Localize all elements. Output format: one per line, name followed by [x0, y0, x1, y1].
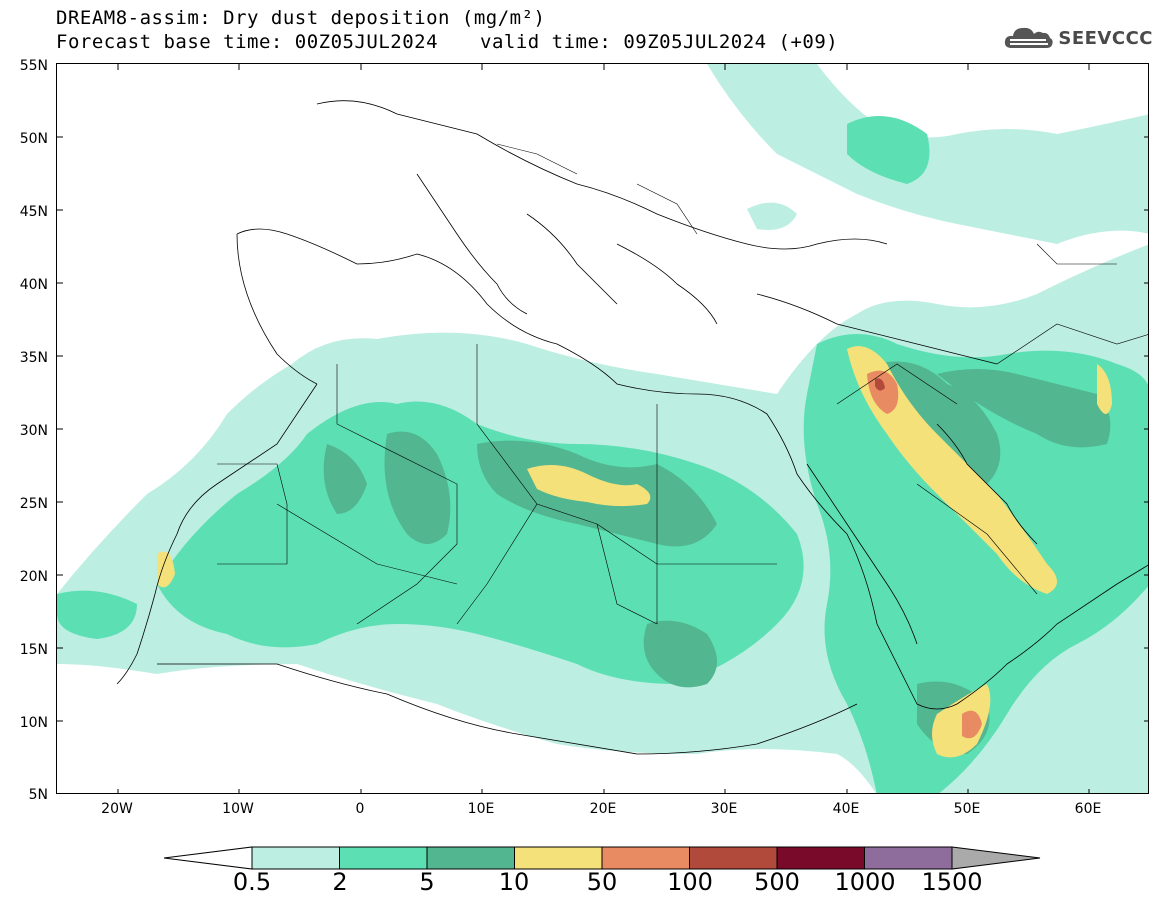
- dust-layer-100: [875, 378, 885, 391]
- lon-label: 60E: [1074, 801, 1102, 817]
- dust-layer-50: [867, 370, 982, 739]
- colorbar-swatch: [776, 846, 865, 870]
- colorbar-label: 10: [498, 868, 530, 896]
- colorbar-label: 500: [754, 868, 800, 896]
- map-svg: [57, 64, 1148, 793]
- lat-label: 35N: [19, 350, 48, 366]
- colorbar-swatches: [164, 846, 1041, 870]
- country-borders: [217, 143, 1148, 625]
- seevccc-logo: SEEVCCC: [1002, 22, 1153, 54]
- lon-label: 50E: [953, 801, 981, 817]
- colorbar-swatch: [251, 846, 340, 870]
- colorbar-label: 1500: [921, 868, 983, 896]
- lon-label: 20E: [589, 801, 617, 817]
- colorbar-swatch: [339, 846, 428, 870]
- lat-label: 25N: [19, 496, 48, 512]
- dust-layer-10: [157, 346, 1112, 758]
- lat-label: 50N: [19, 131, 48, 147]
- colorbar-swatch: [689, 846, 778, 870]
- lat-label: 30N: [19, 423, 48, 439]
- coastlines: [116, 100, 1148, 755]
- lat-label: 40N: [19, 277, 48, 293]
- map-panel[interactable]: [56, 63, 1149, 794]
- colorbar-label: 5: [419, 868, 435, 896]
- lon-label: 10E: [467, 801, 495, 817]
- colorbar-swatch: [601, 846, 690, 870]
- colorbar-swatch: [426, 846, 515, 870]
- lat-label: 15N: [19, 642, 48, 658]
- lat-label: 20N: [19, 569, 48, 585]
- lon-label: 10W: [222, 801, 254, 817]
- lon-label: 0: [355, 801, 365, 817]
- cloud-icon: [1005, 27, 1054, 48]
- lon-label: 30E: [710, 801, 738, 817]
- map-title: DREAM8-assim: Dry dust deposition (mg/m²…: [56, 7, 546, 29]
- colorbar-label: 1000: [834, 868, 896, 896]
- frame-ticks: [57, 64, 1148, 793]
- colorbar-swatch: [514, 846, 603, 870]
- colorbar-label: 0.5: [232, 868, 272, 896]
- colorbar-label: 2: [332, 868, 348, 896]
- colorbar-swatch-below: [164, 846, 253, 870]
- lat-label: 5N: [28, 787, 48, 803]
- lat-label: 45N: [19, 204, 48, 220]
- valid-time: valid time: 09Z05JUL2024 (+09): [480, 31, 839, 53]
- colorbar: [164, 846, 1041, 870]
- lon-label: 40E: [832, 801, 860, 817]
- lat-label: 10N: [19, 715, 48, 731]
- colorbar-swatch: [864, 846, 953, 870]
- forecast-times: Forecast base time: 00Z05JUL2024 valid ti…: [56, 32, 838, 52]
- colorbar-swatch-above: [951, 846, 1041, 870]
- colorbar-label: 100: [667, 868, 713, 896]
- colorbar-label: 50: [586, 868, 618, 896]
- base-time: Forecast base time: 00Z05JUL2024: [56, 31, 439, 53]
- logo-text: SEEVCCC: [1058, 27, 1153, 49]
- lat-label: 55N: [19, 58, 48, 74]
- lon-label: 20W: [101, 801, 133, 817]
